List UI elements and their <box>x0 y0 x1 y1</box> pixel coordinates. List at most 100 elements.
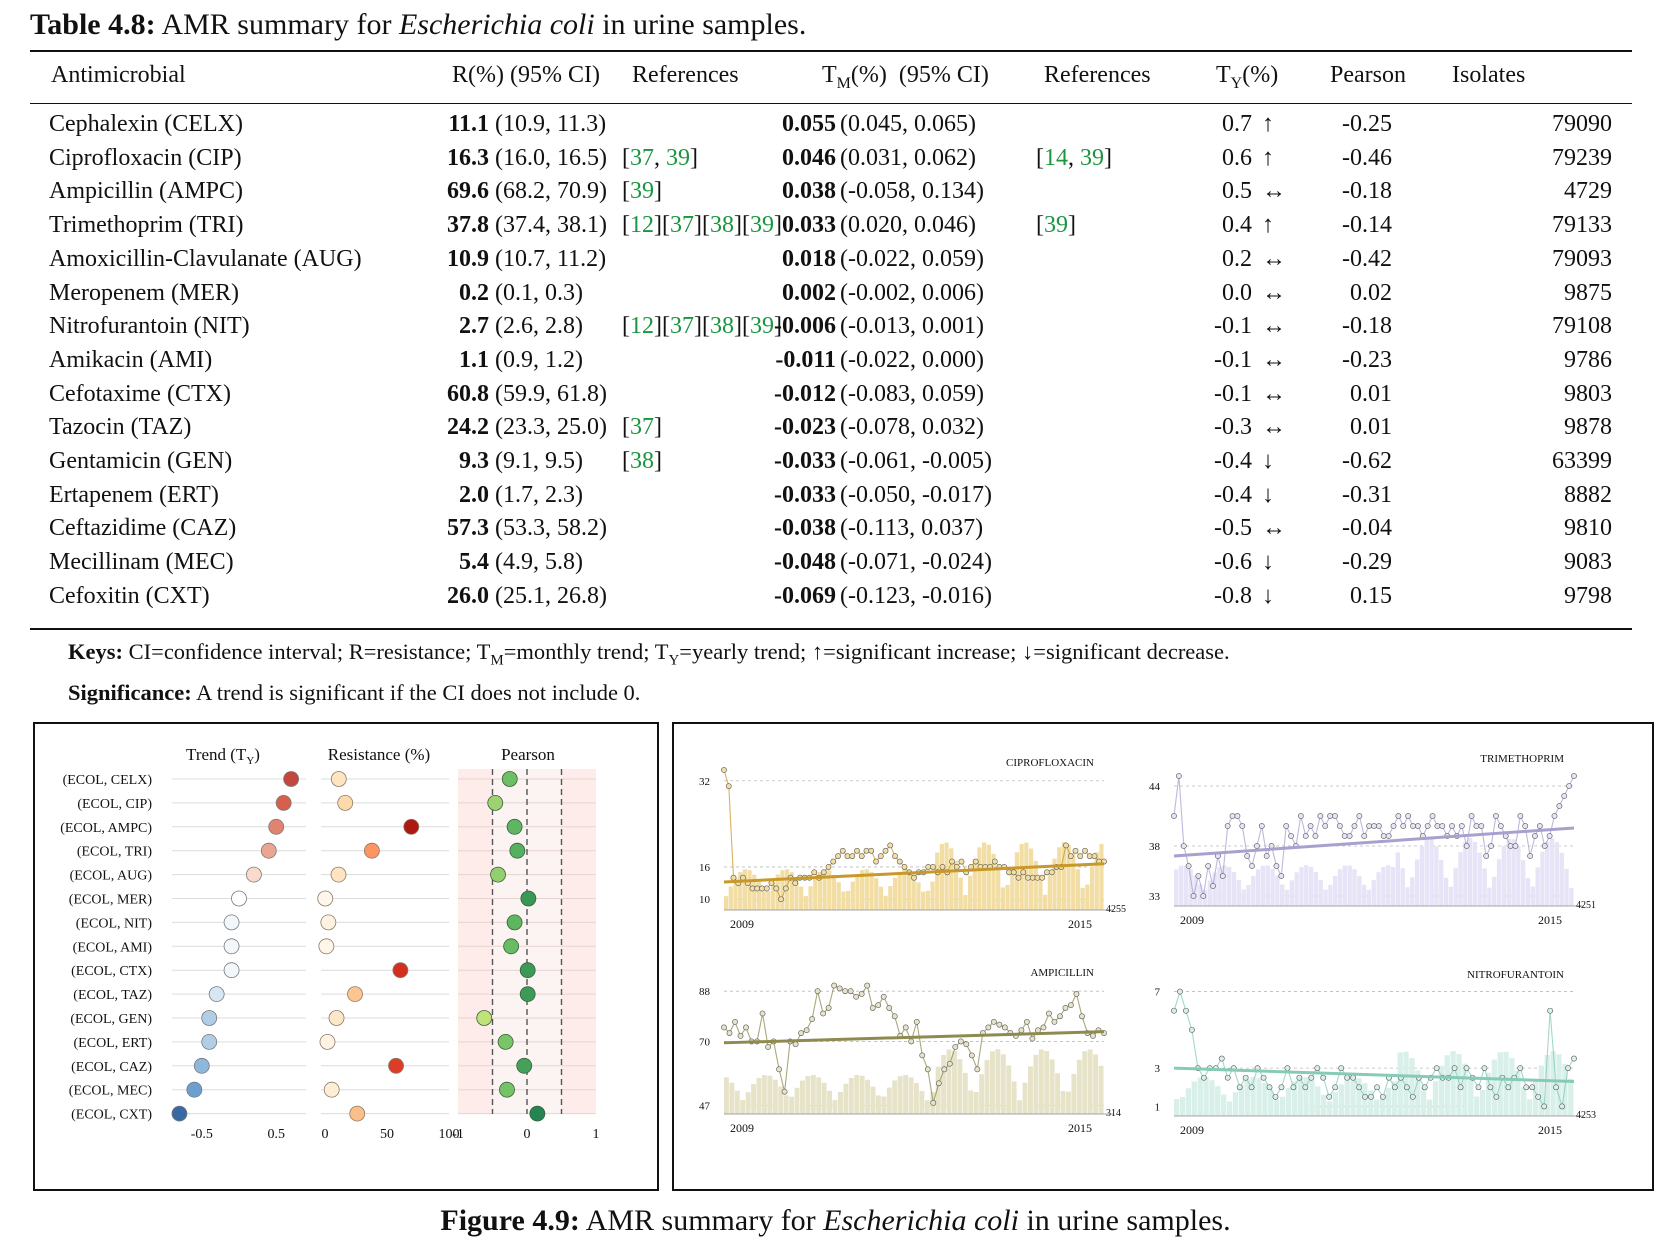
isolate-bar <box>1052 858 1057 910</box>
series-point <box>1366 823 1373 829</box>
header-ty-rest: (%) <box>1242 62 1279 88</box>
series-point <box>1229 813 1236 819</box>
resistance-ci: (16.0, 16.5) <box>495 144 607 171</box>
y-tick-label: 88 <box>699 986 711 998</box>
reference-link[interactable]: 39 <box>666 144 690 171</box>
reference-link[interactable]: 12 <box>630 313 654 340</box>
trend-tick-label: 0.5 <box>267 1127 285 1142</box>
category-label: (ECOL, MER) <box>69 893 153 908</box>
category-label: (ECOL, CTX) <box>71 964 152 979</box>
reference-link[interactable]: 12 <box>630 212 654 239</box>
x-tick-label: 2009 <box>730 917 754 931</box>
series-point <box>1400 823 1407 829</box>
table-caption-organism: Escherichia coli <box>398 8 595 41</box>
pearson-value: -0.42 <box>1342 245 1392 272</box>
isolate-bar <box>1231 872 1237 906</box>
isolate-bar <box>908 1077 914 1114</box>
isolates-count: 79108 <box>1552 313 1612 340</box>
series-point <box>1023 1018 1030 1025</box>
isolate-bar <box>1515 1070 1521 1116</box>
isolate-bar <box>957 1059 963 1114</box>
series-point <box>1374 1084 1380 1091</box>
isolate-bar <box>1544 1055 1550 1116</box>
series-point <box>781 1088 788 1095</box>
yearly-trend-value: 0.7 <box>1222 111 1252 137</box>
resistance-tick-label: 0 <box>322 1127 329 1142</box>
isolate-bar <box>874 878 879 910</box>
pearson-value: -0.25 <box>1342 111 1392 137</box>
series-point <box>1051 1018 1058 1025</box>
reference-bracket: ] <box>654 178 662 205</box>
yearly-trend-value: 0.2 <box>1222 245 1252 272</box>
reference-link[interactable]: 38 <box>709 313 734 340</box>
reference-link[interactable]: 38 <box>630 448 654 474</box>
series-point <box>1507 843 1514 849</box>
resistance-ci: (10.9, 11.3) <box>495 111 607 137</box>
isolate-bar <box>841 891 846 910</box>
y-tick-label: 70 <box>699 1036 711 1048</box>
reference-link[interactable]: 39 <box>749 212 774 239</box>
isolate-bar <box>822 869 827 910</box>
series-point <box>1082 847 1088 854</box>
monthly-trend-value: -0.033 <box>774 448 836 474</box>
isolate-bar <box>1304 865 1309 906</box>
resistance-ci: (37.4, 38.1) <box>495 212 607 239</box>
series-point <box>1020 869 1027 876</box>
series-point <box>1040 1024 1047 1031</box>
isolate-bar <box>979 1074 985 1114</box>
reference-link[interactable]: 37 <box>669 313 694 340</box>
isolate-bar <box>1227 866 1232 906</box>
resistance-value: 5.4 <box>459 549 489 576</box>
series-point <box>1190 893 1197 899</box>
isolate-bar <box>1055 1073 1061 1114</box>
trend-arrow: ↓ <box>1262 481 1274 508</box>
reference-link[interactable]: 39 <box>749 313 774 340</box>
keys-line: Keys: CI=confidence interval; R=resistan… <box>68 636 1230 677</box>
series-point <box>759 885 765 892</box>
isolate-bar <box>808 886 813 910</box>
reference-link[interactable]: 37 <box>669 212 694 239</box>
header-yearly-trend: TY(%) <box>1216 62 1278 93</box>
reference-link[interactable]: 37 <box>630 144 654 171</box>
series-point <box>1327 813 1333 819</box>
isolate-bar <box>869 872 874 910</box>
yearly-trend-value: 0.0 <box>1222 279 1252 306</box>
table-row: Cefoxitin (CXT) 26.0 (25.1, 26.8) -0.069 (-0… <box>30 583 1632 617</box>
keys-sub-m: M <box>490 652 504 669</box>
reference-link[interactable]: 39 <box>1080 144 1104 171</box>
series-point <box>1062 1005 1069 1011</box>
header-r-label: R(%) <box>452 62 504 88</box>
resistance-references: [39] <box>622 178 662 205</box>
trend-dot <box>201 1033 218 1050</box>
isolate-bar <box>1057 847 1062 910</box>
isolate-bar <box>836 882 841 910</box>
isolate-bar <box>1047 875 1052 910</box>
series-point <box>1272 1093 1279 1100</box>
isolate-bar <box>1328 884 1333 906</box>
reference-link[interactable]: 39 <box>1044 212 1068 239</box>
isolate-bar <box>1332 1092 1339 1116</box>
series-point <box>949 858 955 865</box>
pearson-tick-label: 0 <box>524 1127 531 1142</box>
header-pearson: Pearson <box>1330 62 1406 88</box>
reference-link[interactable]: 37 <box>630 414 654 441</box>
series-point <box>743 1024 749 1031</box>
reference-link[interactable]: 39 <box>630 178 654 205</box>
isolate-bar <box>1080 887 1085 910</box>
monthly-trend-ci: (-0.078, 0.032) <box>840 414 984 441</box>
series-point <box>798 1030 805 1036</box>
reference-link[interactable]: 38 <box>709 212 734 239</box>
isolate-bar <box>963 895 968 910</box>
resistance-value: 1.1 <box>459 346 489 373</box>
isolate-bar <box>1207 880 1213 906</box>
series-point <box>1234 813 1241 819</box>
resistance-references: [38] <box>622 448 662 475</box>
isolate-bar <box>930 881 935 910</box>
series-point <box>1073 991 1080 997</box>
isolate-bar <box>1569 888 1574 906</box>
monthly-trend-value: -0.033 <box>774 481 836 508</box>
reference-link[interactable]: 14 <box>1044 144 1068 171</box>
isolate-bar <box>864 869 869 910</box>
isolate-bar <box>996 868 1001 910</box>
trend-dot <box>223 914 240 931</box>
